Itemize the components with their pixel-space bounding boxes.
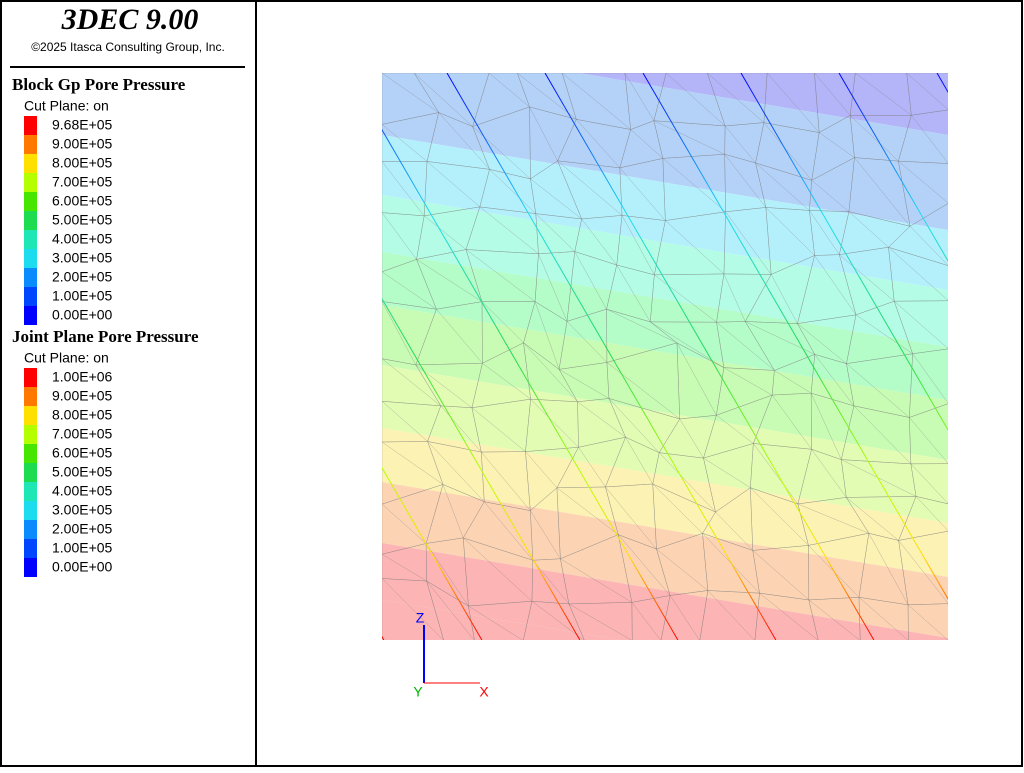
joint: [740, 73, 948, 431]
legend-swatch: [24, 287, 37, 306]
legend-title: Joint Plane Pore Pressure: [12, 327, 199, 346]
legend-swatch: [24, 211, 37, 230]
legend-swatch: [24, 173, 37, 192]
legend-swatch: [24, 539, 37, 558]
legend-subtitle: Cut Plane: on: [24, 98, 109, 114]
legend-swatch: [24, 406, 37, 425]
joint: [544, 73, 875, 640]
legend-label: 3.00E+05: [52, 250, 113, 266]
legend-swatch: [24, 425, 37, 444]
pressure-band: [382, 73, 948, 230]
legend-label: 9.00E+05: [52, 388, 113, 404]
pressure-band: [382, 482, 948, 638]
pressure-band: [382, 195, 948, 347]
legend-label: 9.68E+05: [52, 117, 113, 133]
legend-label: 3.00E+05: [52, 502, 113, 518]
legend-swatch: [24, 387, 37, 406]
pressure-band: [382, 543, 948, 640]
legend-label: 1.00E+05: [52, 288, 113, 304]
legends: Block Gp Pore Pressure Cut Plane: on 9.68E…: [12, 75, 199, 577]
legend-label: 4.00E+05: [52, 483, 113, 499]
legend-swatch: [24, 154, 37, 173]
pressure-band: [382, 428, 948, 577]
legend-swatch: [24, 463, 37, 482]
legend-swatch: [24, 306, 37, 325]
legend-swatch: [24, 501, 37, 520]
joint: [446, 73, 777, 640]
legend-swatch: [24, 368, 37, 387]
legend-label: 6.00E+05: [52, 193, 113, 209]
joint: [382, 466, 483, 640]
legend-label: 0.00E+00: [52, 559, 113, 575]
z-label: Z: [416, 610, 425, 626]
legend-swatch: [24, 192, 37, 211]
legend-subtitle: Cut Plane: on: [24, 350, 109, 366]
legend-swatch: [24, 444, 37, 463]
legend-swatch: [24, 135, 37, 154]
legend-swatch: [24, 558, 37, 577]
legend-label: 2.00E+05: [52, 269, 113, 285]
legend-swatch: [24, 268, 37, 287]
legend-label: 8.00E+05: [52, 407, 113, 423]
joint: [838, 73, 948, 262]
legend-swatch: [24, 482, 37, 501]
joint: [382, 128, 679, 640]
legend-swatch: [24, 230, 37, 249]
joint: [642, 73, 948, 600]
legend-label: 6.00E+05: [52, 445, 113, 461]
legend-label: 0.00E+00: [52, 307, 113, 323]
joint: [382, 297, 581, 640]
legend-label: 7.00E+05: [52, 174, 113, 190]
legend-label: 9.00E+05: [52, 136, 113, 152]
pressure-band: [382, 252, 948, 400]
legend-label: 5.00E+05: [52, 212, 113, 228]
legend-label: 2.00E+05: [52, 521, 113, 537]
y-label: Y: [413, 684, 423, 700]
pressure-band: [382, 600, 621, 640]
x-label: X: [479, 684, 489, 700]
joint: [936, 73, 948, 93]
legend-label: 5.00E+05: [52, 464, 113, 480]
mesh: [382, 73, 948, 640]
legend-title: Block Gp Pore Pressure: [12, 75, 186, 94]
legend-label: 8.00E+05: [52, 155, 113, 171]
legend-swatch: [24, 249, 37, 268]
title: 3DEC 9.00: [61, 3, 199, 36]
legend-label: 7.00E+05: [52, 426, 113, 442]
legend-swatch: [24, 116, 37, 135]
legend-label: 1.00E+05: [52, 540, 113, 556]
legend-label: 4.00E+05: [52, 231, 113, 247]
legend-swatch: [24, 520, 37, 539]
legend-label: 1.00E+06: [52, 369, 113, 385]
pressure-band: [382, 365, 948, 523]
plot: [382, 73, 948, 640]
copyright: ©2025 Itasca Consulting Group, Inc.: [31, 40, 225, 54]
